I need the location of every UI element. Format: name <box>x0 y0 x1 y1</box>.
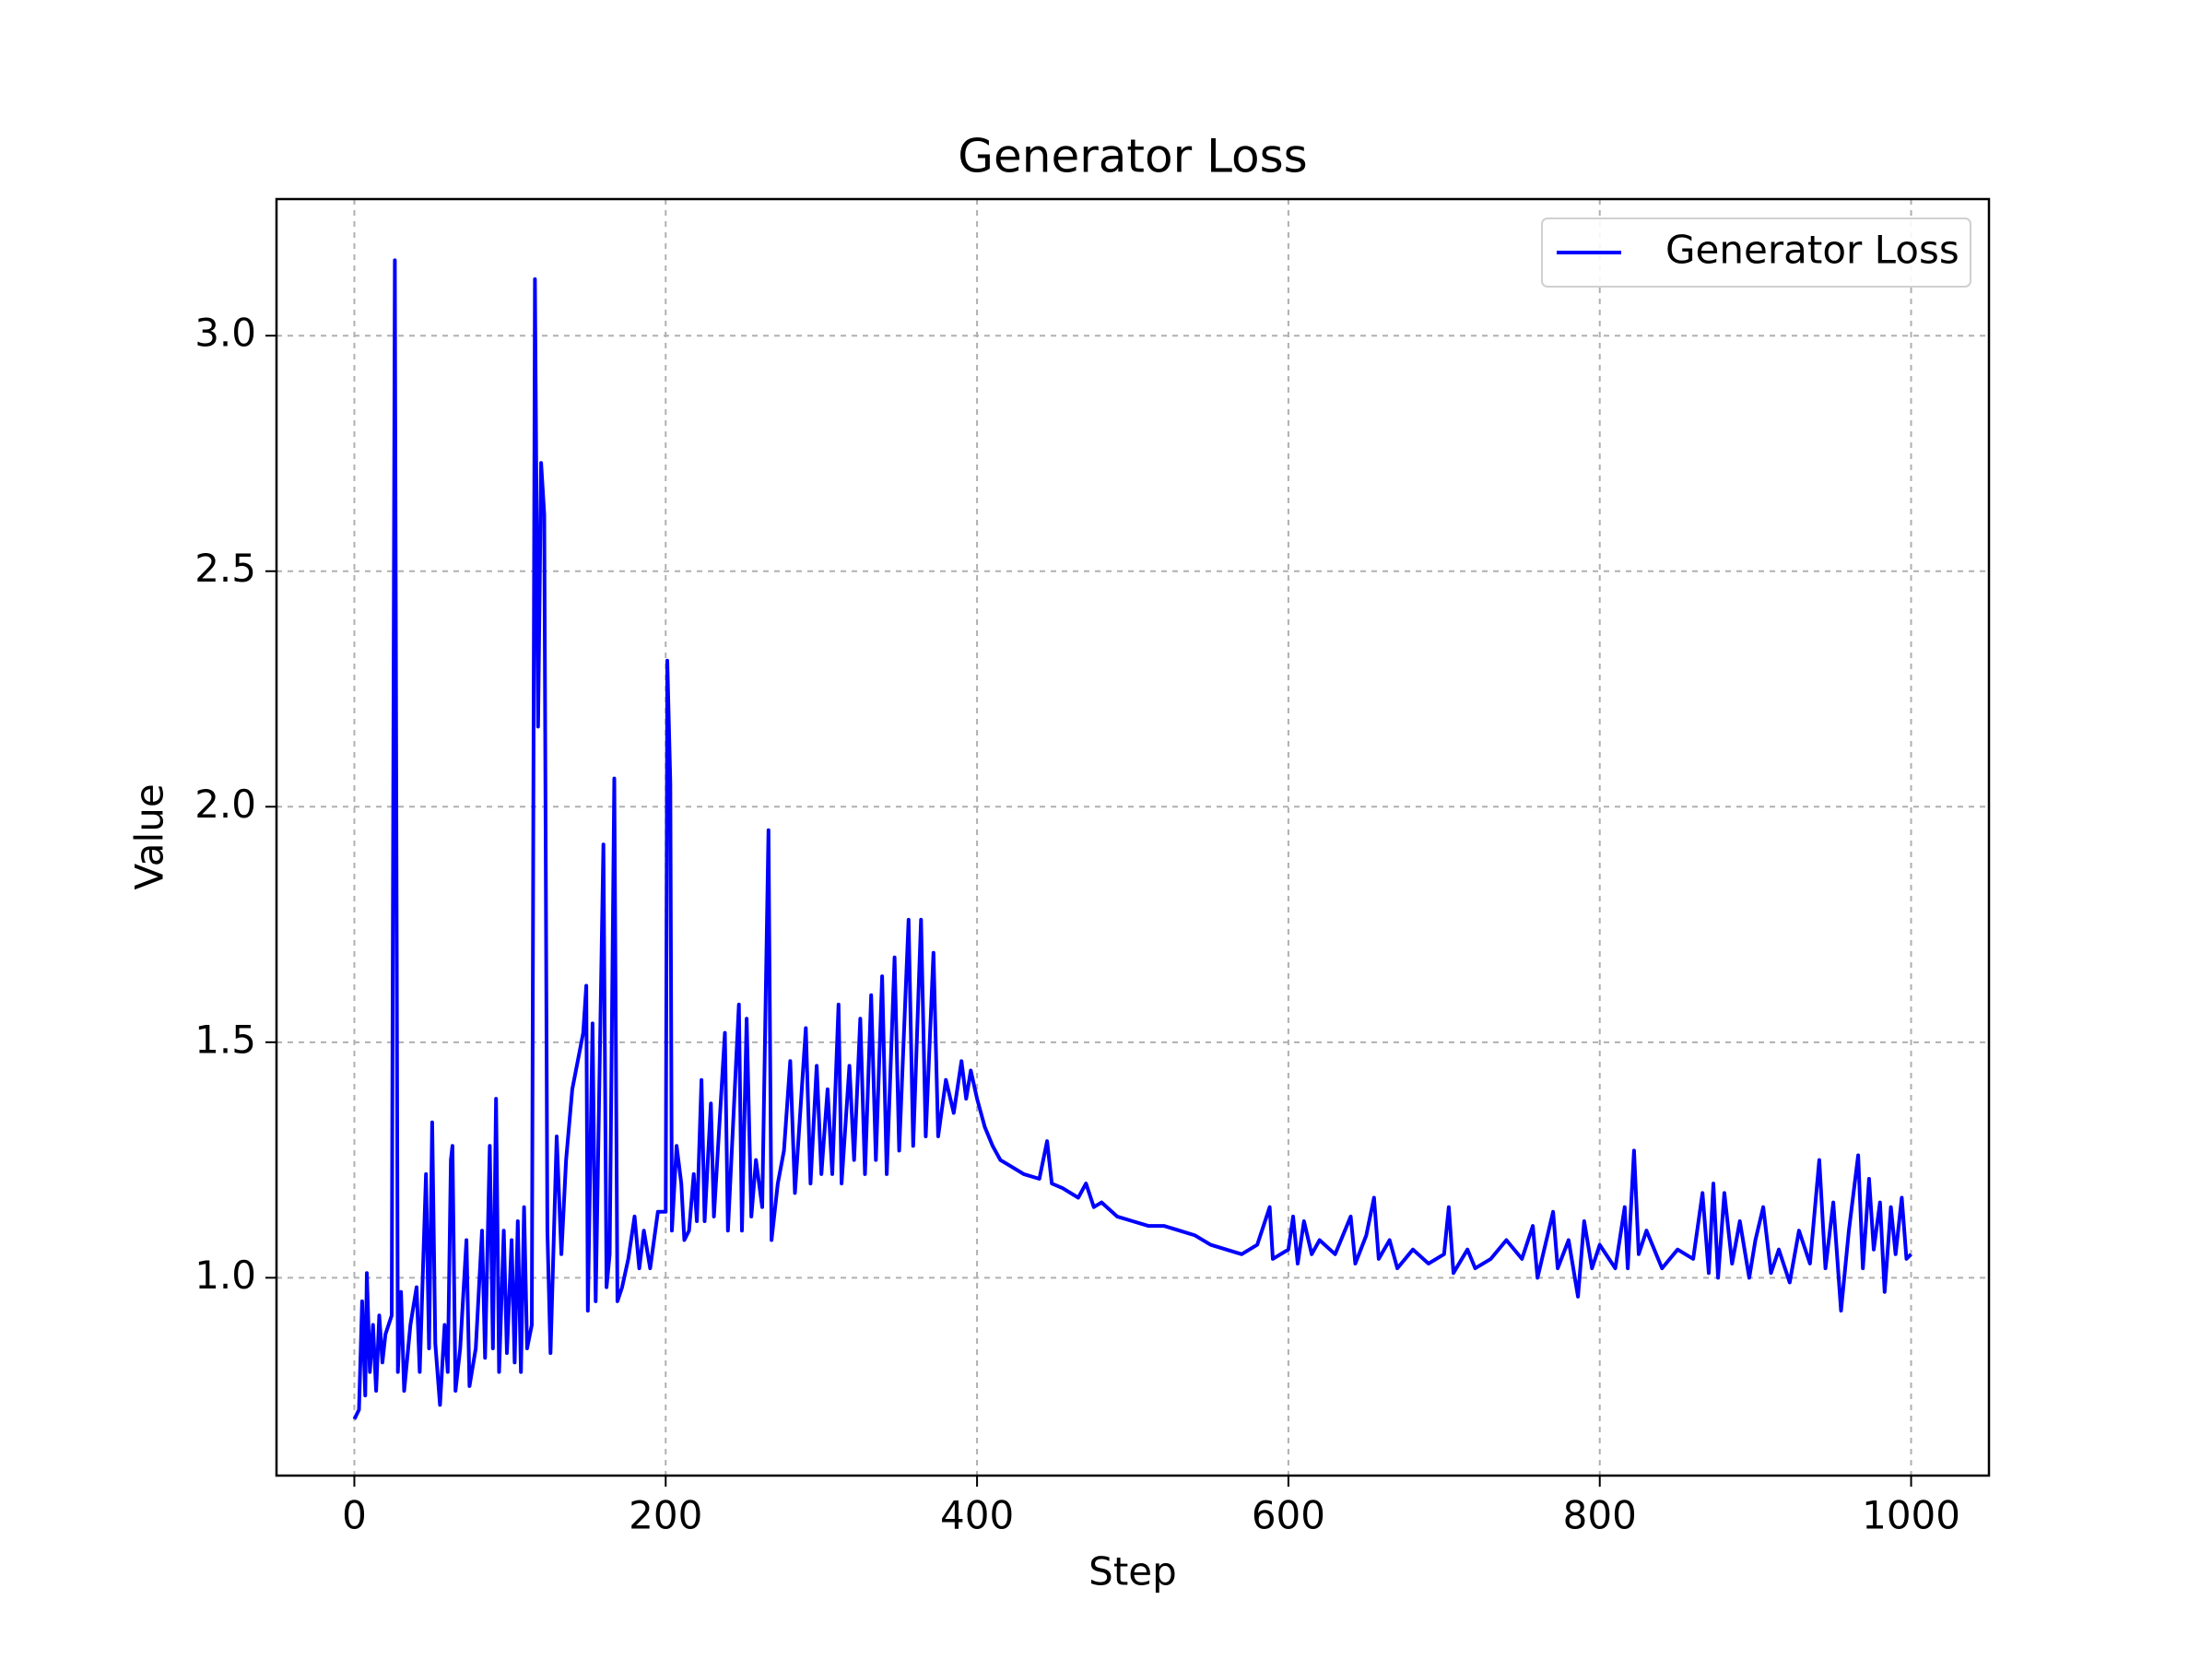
x-tick-label: 1000 <box>1862 1493 1960 1538</box>
legend-box <box>1541 218 1971 288</box>
legend-label: Generator Loss <box>1665 228 1959 273</box>
y-tick-label: 1.0 <box>194 1253 256 1298</box>
plot-frame <box>275 197 1991 1477</box>
chart-title: Generator Loss <box>958 130 1307 183</box>
x-tick-label: 800 <box>1563 1493 1637 1538</box>
y-tick-label: 2.5 <box>194 546 256 591</box>
x-tick-label: 600 <box>1252 1493 1325 1538</box>
x-axis-label: Step <box>1088 1549 1177 1594</box>
y-tick-label: 3.0 <box>194 311 256 356</box>
y-tick-label: 1.5 <box>194 1017 256 1062</box>
x-tick-label: 200 <box>629 1493 702 1538</box>
data-line <box>352 258 1912 1420</box>
x-tick-label: 400 <box>940 1493 1014 1538</box>
y-tick-label: 2.0 <box>194 782 256 827</box>
x-tick-label: 0 <box>342 1493 367 1538</box>
y-axis-label: Value <box>127 783 172 889</box>
